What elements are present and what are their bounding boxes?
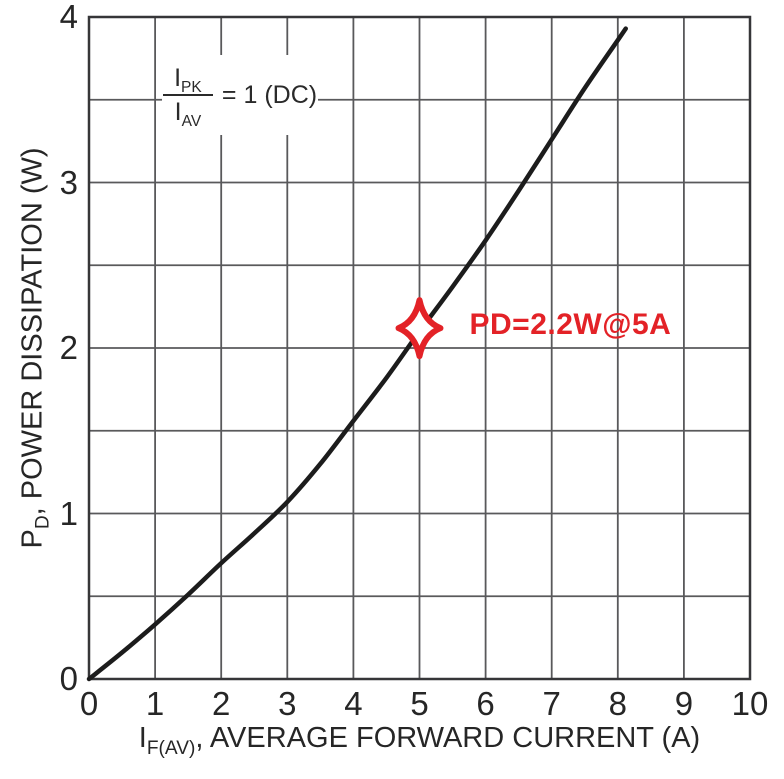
x-tick-label: 10 [731,685,769,722]
x-tick-label: 2 [212,685,231,722]
x-tick-label: 3 [278,685,297,722]
x-tick-label: 8 [608,685,627,722]
y-tick-label: 1 [59,494,78,532]
x-tick-label: 4 [344,685,363,722]
condition-equals-text: = 1 (DC) [221,80,318,109]
y-axis-title-text: , POWER DISSIPATION (W) [16,147,49,516]
data-point-label: PD=2.2W@5A [469,308,672,342]
y-tick-label: 0 [59,660,78,697]
x-axis-title-symbol: I [138,722,147,754]
y-axis-title-symbol: P [16,529,49,549]
x-tick-label: 1 [145,685,165,722]
plot-frame [87,15,752,681]
x-axis-title-subscript: F(AV) [146,737,196,759]
y-axis-title: PD, POWER DISSIPATION (W) [16,147,54,549]
four-point-star-icon [395,297,444,360]
x-tick-label: 6 [476,685,495,722]
y-axis-title-subscript: D [32,515,54,530]
x-tick-label: 9 [674,685,694,722]
fraction-denominator: IAV [174,98,202,130]
fraction-bar [162,94,213,96]
fraction-numerator: IPK [174,63,202,96]
y-tick-label: 2 [59,329,78,366]
x-tick-label: 0 [79,685,99,722]
y-tick-label: 3 [59,163,78,201]
condition-annotation: IPK IAV = 1 (DC) [162,55,318,135]
x-axis-title-text: , AVERAGE FORWARD CURRENT (A) [195,722,701,754]
x-tick-label: 5 [410,685,429,722]
current-ratio-fraction: IPK IAV [162,63,213,130]
y-tick-label: 4 [59,0,78,35]
x-tick-label: 7 [542,685,561,722]
x-axis-title: IF(AV), AVERAGE FORWARD CURRENT (A) [89,722,750,758]
series-curve [86,26,628,682]
